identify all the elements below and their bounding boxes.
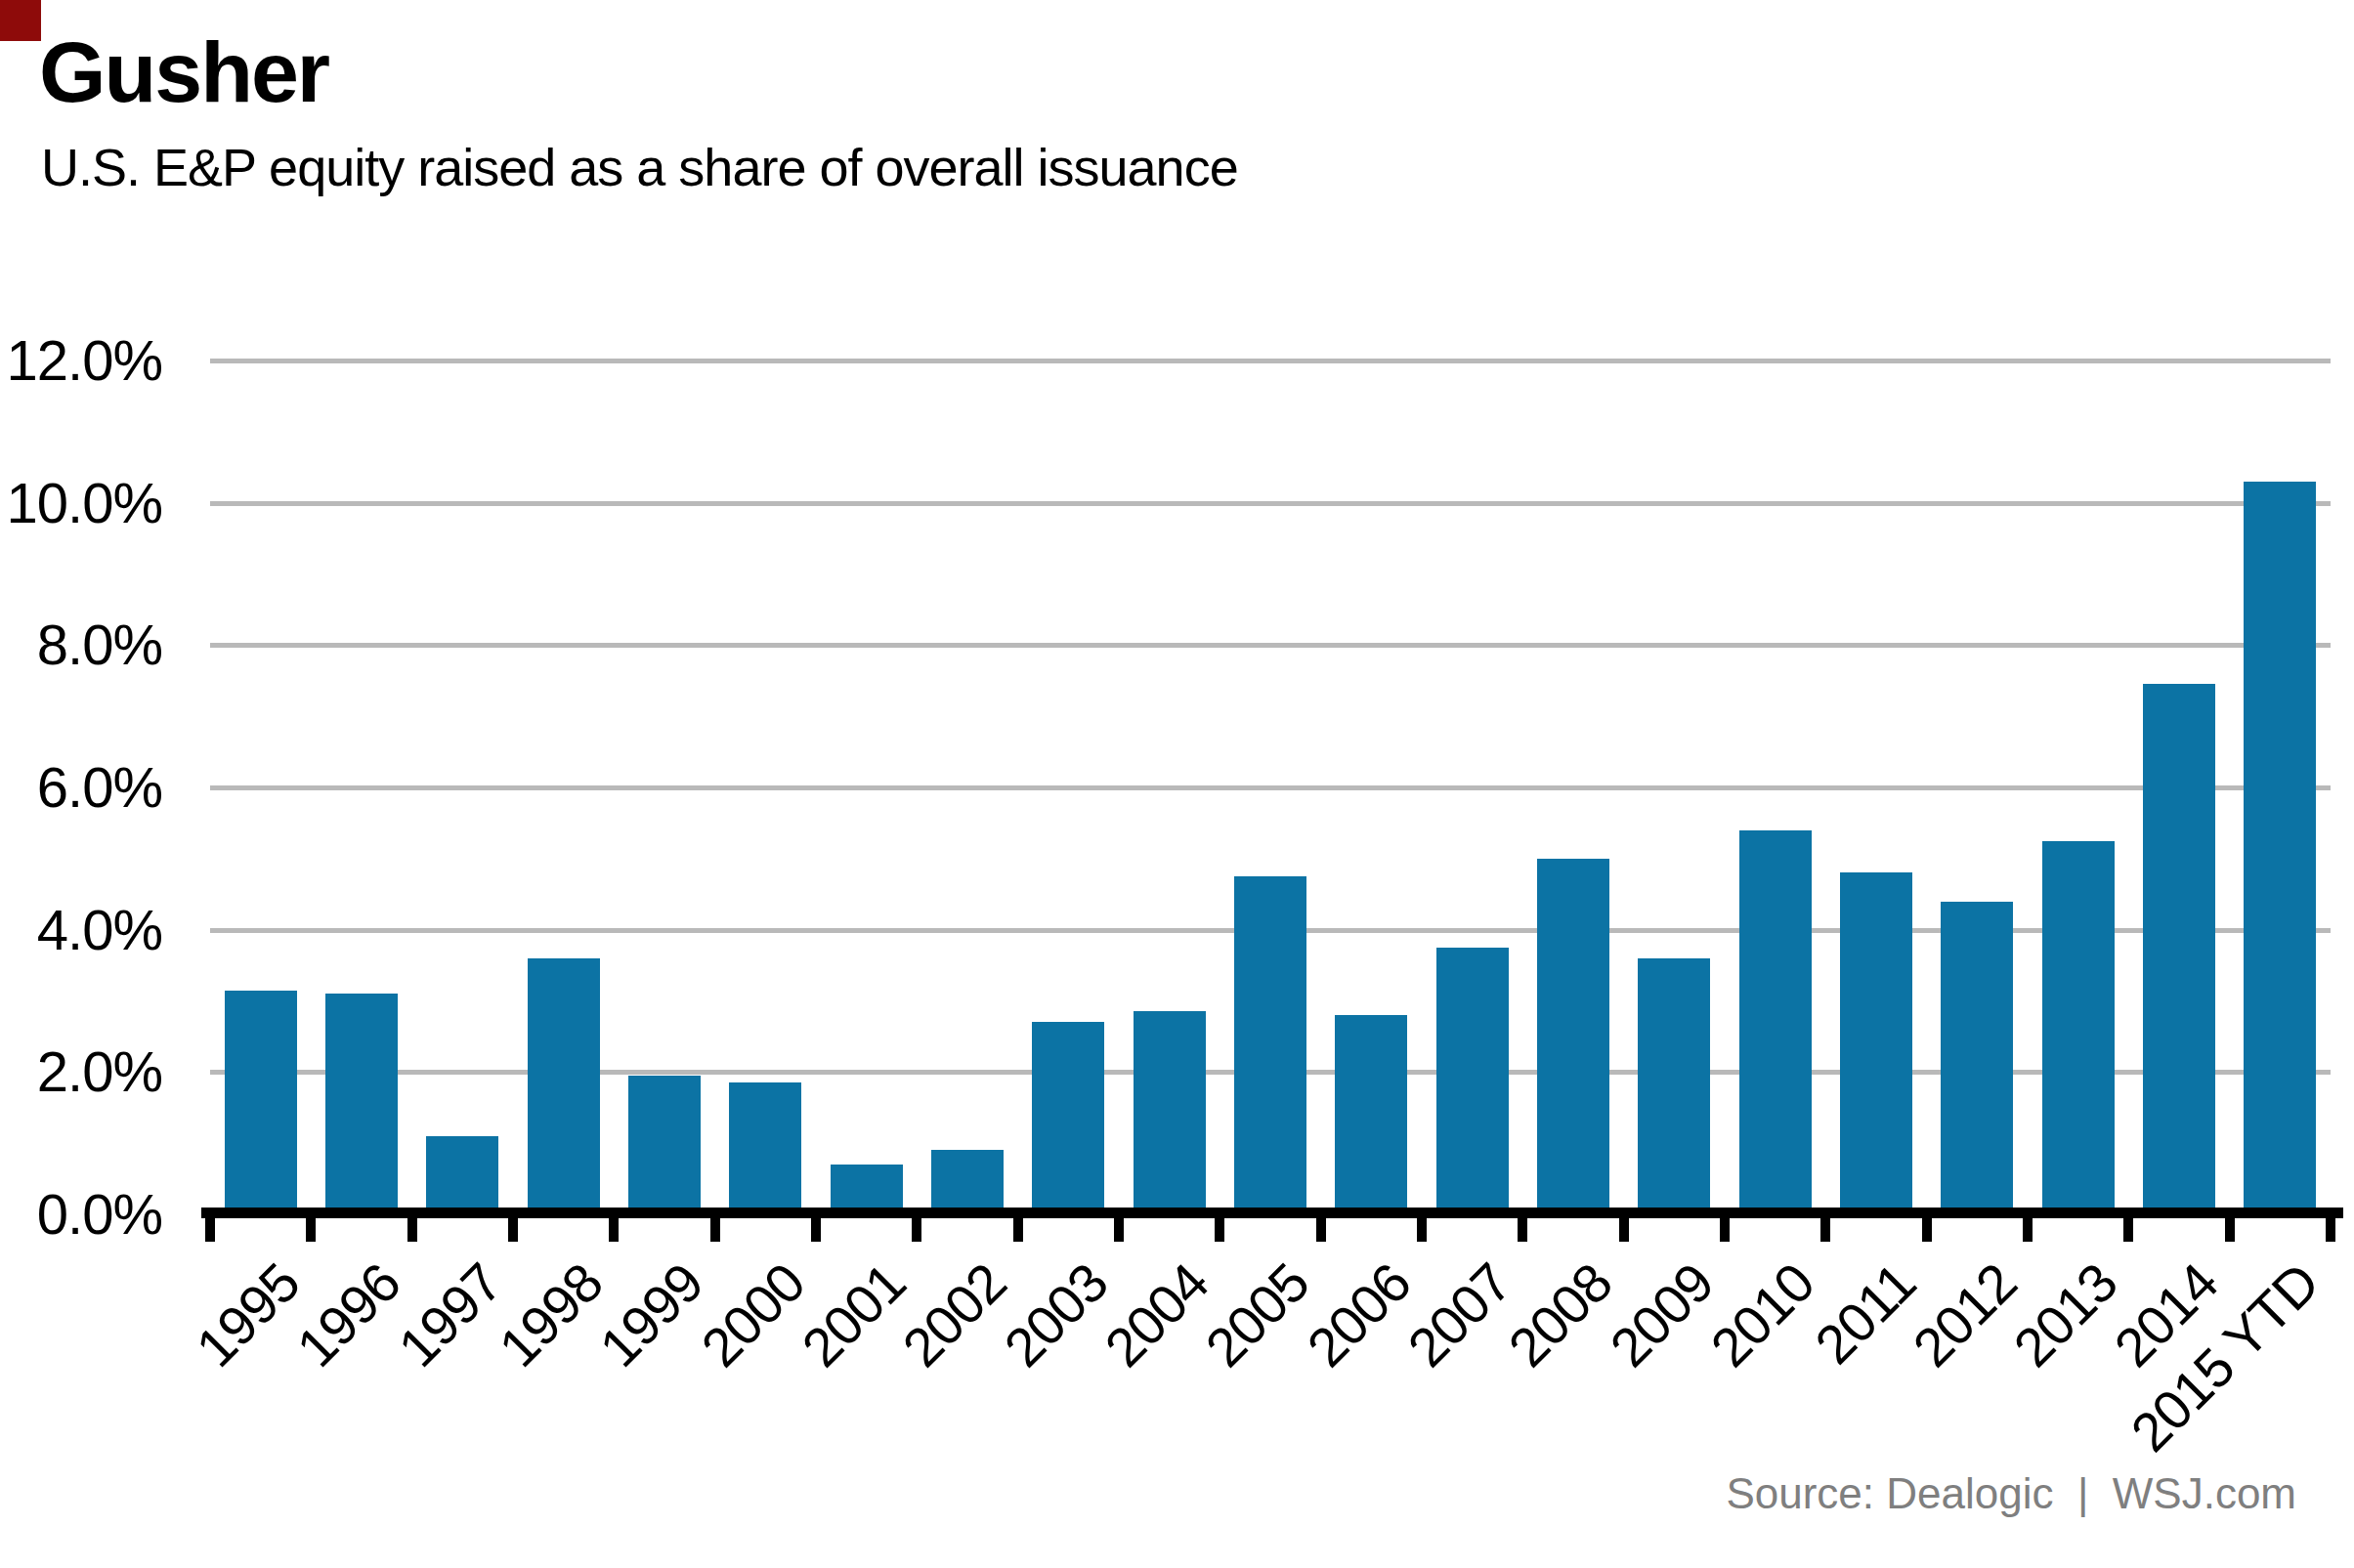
x-axis-label-2004: 2004: [1095, 1254, 1218, 1377]
x-axis-label-2006: 2006: [1298, 1254, 1420, 1377]
y-axis-label-0.0%: 0.0%: [37, 1186, 162, 1243]
x-axis-label-2003: 2003: [995, 1254, 1117, 1377]
chart-title: Gusher: [39, 25, 328, 120]
bar-2015 YTD: [2244, 482, 2316, 1214]
x-axis-label-2007: 2007: [1398, 1254, 1520, 1377]
x-axis-tick: [1922, 1214, 1932, 1242]
x-axis-tick: [1114, 1214, 1124, 1242]
x-axis-tick: [205, 1214, 215, 1242]
bar-2006: [1335, 1015, 1407, 1214]
x-axis-label-2005: 2005: [1197, 1254, 1319, 1377]
y-axis-label-4.0%: 4.0%: [37, 902, 162, 958]
x-axis-label-2013: 2013: [2004, 1254, 2126, 1377]
bar-2005: [1234, 876, 1306, 1214]
bar-2010: [1739, 830, 1812, 1214]
x-axis-label-2009: 2009: [1601, 1254, 1723, 1377]
bar-2002: [931, 1150, 1004, 1214]
bar-2007: [1436, 948, 1509, 1214]
bar-1998: [528, 958, 600, 1214]
bar-1995: [225, 991, 297, 1214]
x-axis-tick: [609, 1214, 619, 1242]
y-axis-label-10.0%: 10.0%: [7, 475, 162, 531]
x-axis-tick: [1316, 1214, 1326, 1242]
x-axis-tick: [2326, 1214, 2335, 1242]
x-axis-label-2010: 2010: [1701, 1254, 1823, 1377]
x-axis-label-2008: 2008: [1500, 1254, 1622, 1377]
x-axis-label-1996: 1996: [288, 1254, 410, 1377]
x-axis-tick: [2023, 1214, 2033, 1242]
x-axis-label-2000: 2000: [692, 1254, 814, 1377]
x-axis-label-2001: 2001: [792, 1254, 915, 1377]
x-axis-tick: [2225, 1214, 2235, 1242]
x-axis-tick: [508, 1214, 518, 1242]
bar-1999: [628, 1076, 701, 1214]
gridline-12.0%: [210, 359, 2331, 363]
source-attribution: Source: Dealogic | WSJ.com: [1726, 1470, 2296, 1517]
x-axis-tick: [710, 1214, 720, 1242]
x-axis-label-1998: 1998: [490, 1254, 612, 1377]
bar-2013: [2042, 841, 2115, 1214]
x-axis-label-1997: 1997: [389, 1254, 511, 1377]
x-axis-label-1995: 1995: [187, 1254, 309, 1377]
bar-1996: [325, 994, 398, 1214]
bar-2012: [1941, 902, 2013, 1214]
gridline-8.0%: [210, 643, 2331, 648]
x-axis-label-2012: 2012: [1904, 1254, 2026, 1377]
bar-2008: [1537, 859, 1609, 1214]
y-axis-label-8.0%: 8.0%: [37, 616, 162, 673]
bar-2003: [1032, 1022, 1104, 1214]
x-axis-tick: [2123, 1214, 2133, 1242]
x-axis-tick: [1518, 1214, 1527, 1242]
x-axis-label-1999: 1999: [591, 1254, 713, 1377]
chart-canvas: Gusher U.S. E&P equity raised as a share…: [0, 0, 2354, 1568]
bar-2004: [1134, 1011, 1206, 1214]
x-axis-tick: [912, 1214, 921, 1242]
x-axis-tick: [1013, 1214, 1023, 1242]
corner-marker: [0, 0, 41, 41]
y-axis-label-2.0%: 2.0%: [37, 1043, 162, 1100]
bar-1997: [426, 1136, 498, 1214]
x-axis-tick: [1215, 1214, 1224, 1242]
x-axis-label-2011: 2011: [1806, 1254, 1925, 1374]
x-axis-tick: [1417, 1214, 1427, 1242]
x-axis-tick: [1720, 1214, 1730, 1242]
bar-2009: [1638, 958, 1710, 1214]
bar-2011: [1840, 872, 1912, 1214]
x-axis-tick: [1619, 1214, 1629, 1242]
x-axis-tick: [811, 1214, 821, 1242]
bar-2014: [2143, 684, 2215, 1214]
x-axis-tick: [407, 1214, 417, 1242]
x-axis-label-2002: 2002: [894, 1254, 1016, 1377]
bar-2000: [729, 1082, 801, 1214]
chart-subtitle: U.S. E&P equity raised as a share of ove…: [41, 139, 1238, 196]
y-axis-label-12.0%: 12.0%: [7, 332, 162, 389]
x-axis-tick: [1820, 1214, 1830, 1242]
x-axis-tick: [306, 1214, 316, 1242]
gridline-6.0%: [210, 785, 2331, 790]
gridline-10.0%: [210, 501, 2331, 506]
y-axis-label-6.0%: 6.0%: [37, 759, 162, 816]
